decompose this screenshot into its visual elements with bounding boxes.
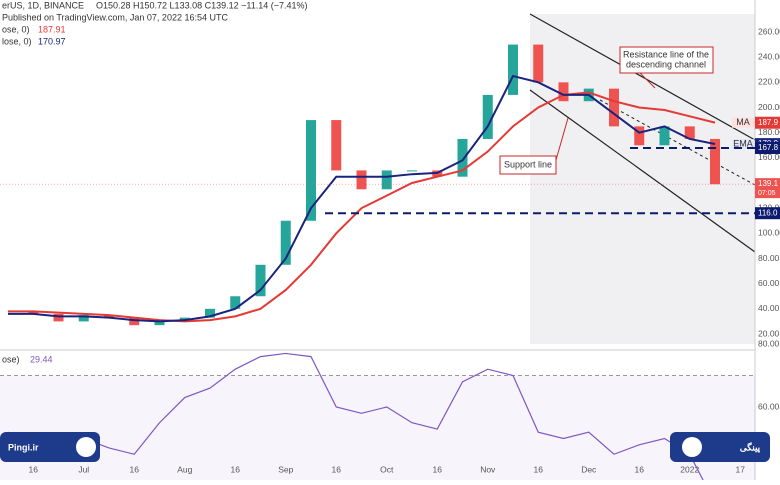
candle bbox=[508, 44, 518, 95]
annotation-box bbox=[499, 155, 557, 175]
logo-right: پینگی bbox=[670, 432, 770, 462]
rsi-tick-label: 80.00 bbox=[758, 338, 780, 348]
series-line bbox=[8, 74, 716, 323]
x-tick-label: Aug bbox=[177, 464, 192, 474]
annotation-arrow bbox=[639, 72, 656, 89]
candle bbox=[331, 120, 342, 171]
tag-box bbox=[732, 139, 754, 150]
price-tag bbox=[755, 207, 780, 220]
x-tick-label: Dec bbox=[581, 464, 597, 474]
tag-name: EMA bbox=[733, 138, 753, 148]
rsi-value: 29.44 bbox=[30, 354, 53, 364]
x-tick-label: 17 bbox=[736, 464, 746, 474]
x-tick-label: Oct bbox=[380, 464, 394, 474]
candle bbox=[381, 170, 392, 190]
y-tick-label: 240.00 bbox=[758, 51, 780, 61]
price-tag-label: 116.0 bbox=[758, 208, 778, 217]
x-tick-label: 16 bbox=[29, 464, 39, 474]
y-tick-label: 200.00 bbox=[758, 102, 780, 112]
candle bbox=[457, 138, 468, 177]
x-tick-label: Nov bbox=[480, 464, 496, 474]
price-tag bbox=[755, 116, 780, 129]
annotation: Resistance line of the bbox=[623, 49, 709, 59]
y-tick-label: 160.00 bbox=[758, 152, 780, 162]
x-tick-label: 16 bbox=[231, 464, 241, 474]
candle bbox=[609, 88, 619, 127]
rsi-band bbox=[0, 375, 755, 485]
resistance-line bbox=[529, 13, 756, 141]
candle bbox=[53, 313, 64, 322]
rsi-tick-label: 60.00 bbox=[758, 401, 780, 411]
y-tick-label: 100.00 bbox=[758, 228, 780, 238]
annotation: descending channel bbox=[626, 59, 706, 69]
y-tick-label: 20.00 bbox=[758, 328, 780, 338]
candle bbox=[356, 170, 367, 190]
tag-box bbox=[732, 117, 754, 128]
candle bbox=[558, 82, 569, 102]
candle bbox=[482, 94, 493, 139]
x-tick-label: 2022 bbox=[680, 464, 699, 474]
legend-value: 170.97 bbox=[38, 36, 66, 46]
x-tick-label: Jul bbox=[78, 464, 89, 474]
candle bbox=[255, 264, 266, 297]
candle bbox=[104, 315, 114, 318]
y-tick-label: 80.00 bbox=[758, 253, 780, 263]
support-line bbox=[529, 89, 756, 253]
countdown: 07:05 bbox=[758, 190, 776, 197]
x-tick-label: Sep bbox=[278, 464, 293, 474]
candle bbox=[205, 308, 215, 318]
published: Published on TradingView.com, Jan 07, 20… bbox=[2, 12, 228, 22]
tag-name: MA bbox=[736, 117, 750, 127]
x-tick-label: 16 bbox=[534, 464, 544, 474]
price-tag-label: 167.8 bbox=[758, 143, 779, 152]
x-tick-label: 16 bbox=[635, 464, 645, 474]
legend-value: 187.91 bbox=[38, 24, 66, 34]
candle bbox=[533, 44, 544, 83]
candle bbox=[154, 321, 165, 326]
series-line bbox=[8, 91, 716, 323]
y-tick-label: 40.00 bbox=[758, 303, 780, 313]
candle bbox=[280, 220, 291, 265]
candle bbox=[78, 315, 89, 322]
price-tag bbox=[755, 142, 780, 155]
candle bbox=[28, 311, 39, 314]
candle bbox=[634, 126, 645, 146]
candle bbox=[710, 138, 720, 185]
x-tick-label: 16 bbox=[332, 464, 342, 474]
candle bbox=[230, 296, 241, 309]
x-tick-label: 16 bbox=[433, 464, 443, 474]
ohlc: O150.28 H150.72 L133.08 C139.12 −11.14 (… bbox=[96, 0, 308, 10]
brand: Pingi.ir bbox=[8, 442, 39, 452]
candle bbox=[129, 317, 140, 326]
symbol: erUS, 1D, BINANCE bbox=[2, 0, 84, 10]
annotation-arrow bbox=[555, 117, 569, 161]
rsi-legend: ose) bbox=[2, 354, 20, 364]
series-line bbox=[7, 352, 707, 485]
candle bbox=[306, 120, 316, 221]
y-tick-label: 260.00 bbox=[758, 26, 780, 36]
candle bbox=[684, 126, 695, 139]
y-tick-label: 60.00 bbox=[758, 278, 780, 288]
logo-left: Pingi.ir bbox=[0, 432, 100, 462]
price-tag-label: 139.1 bbox=[758, 179, 779, 188]
candle bbox=[407, 170, 417, 172]
x-tick-label: 16 bbox=[130, 464, 140, 474]
legend-name: ose, 0) bbox=[2, 24, 30, 34]
price-tag-label: 187.9 bbox=[758, 118, 779, 127]
y-tick-label: 220.00 bbox=[758, 77, 780, 87]
y-tick-label: 180.00 bbox=[758, 127, 780, 137]
candle bbox=[659, 126, 670, 146]
price-tag bbox=[755, 178, 780, 199]
brand: پینگی bbox=[740, 441, 761, 453]
annotation-box bbox=[619, 46, 714, 74]
annotation: Support line bbox=[504, 159, 552, 169]
legend-name: lose, 0) bbox=[2, 36, 32, 46]
